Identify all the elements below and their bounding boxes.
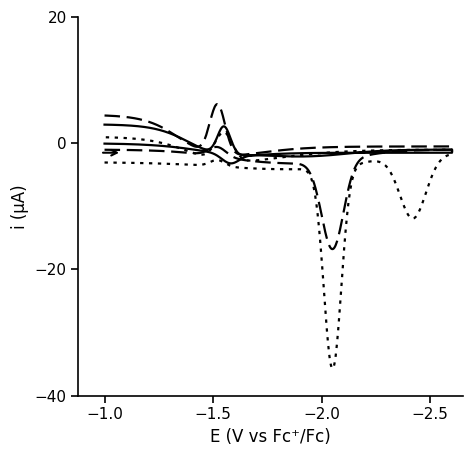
- Y-axis label: i (μA): i (μA): [11, 184, 29, 228]
- X-axis label: E (V vs Fc⁺/Fc): E (V vs Fc⁺/Fc): [210, 428, 331, 446]
